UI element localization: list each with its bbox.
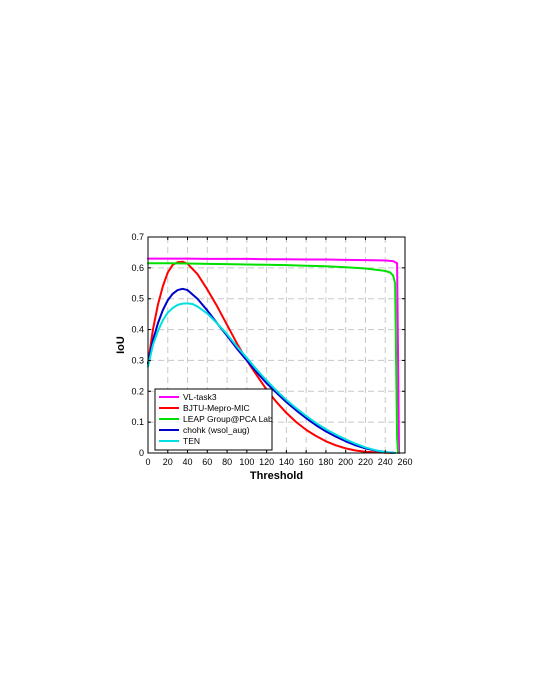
x-tick-label: 60 [202, 457, 212, 467]
x-axis-title: Threshold [250, 470, 303, 482]
legend-entry-0: VL-task3 [183, 392, 217, 402]
legend-entry-1: BJTU-Mepro-MIC [183, 403, 250, 413]
legend-entry-3: chohk (wsol_aug) [183, 425, 250, 435]
legend-entry-2: LEAP Group@PCA Lab [183, 414, 273, 424]
y-tick-label: 0.2 [131, 386, 144, 396]
x-tick-label: 100 [239, 457, 254, 467]
x-tick-label: 220 [358, 457, 373, 467]
x-tick-label: 40 [183, 457, 193, 467]
series-line-0 [147, 257, 401, 454]
y-tick-label: 0.5 [131, 294, 144, 304]
series-line-2 [147, 262, 400, 454]
y-tick-label: 0.4 [131, 325, 144, 335]
y-tick-label: 0.3 [131, 355, 144, 365]
x-tick-label: 120 [259, 457, 274, 467]
y-tick-label: 0.1 [131, 417, 144, 427]
x-tick-label: 140 [279, 457, 294, 467]
x-tick-label: 240 [378, 457, 393, 467]
x-tick-label: 200 [338, 457, 353, 467]
ticks: 0 20 40 60 80 100 120 140 160 180 200 220 240 260 0 0.1… [131, 232, 412, 467]
plot-frame [147, 236, 406, 454]
y-tick-label: 0.7 [131, 232, 144, 242]
x-tick-label: 20 [163, 457, 173, 467]
x-tick-label: 0 [145, 457, 150, 467]
y-axis-title: IoU [115, 336, 127, 354]
x-tick-label: 260 [397, 457, 412, 467]
legend-entry-4: TEN [183, 436, 200, 446]
x-tick-label: 160 [299, 457, 314, 467]
series-line-4 [147, 302, 397, 454]
series-line-3 [147, 287, 397, 454]
series-lines [147, 257, 401, 454]
x-tick-label: 180 [318, 457, 333, 467]
y-tick-label: 0.6 [131, 263, 144, 273]
x-tick-label: 80 [222, 457, 232, 467]
y-tick-label: 0 [139, 448, 144, 458]
